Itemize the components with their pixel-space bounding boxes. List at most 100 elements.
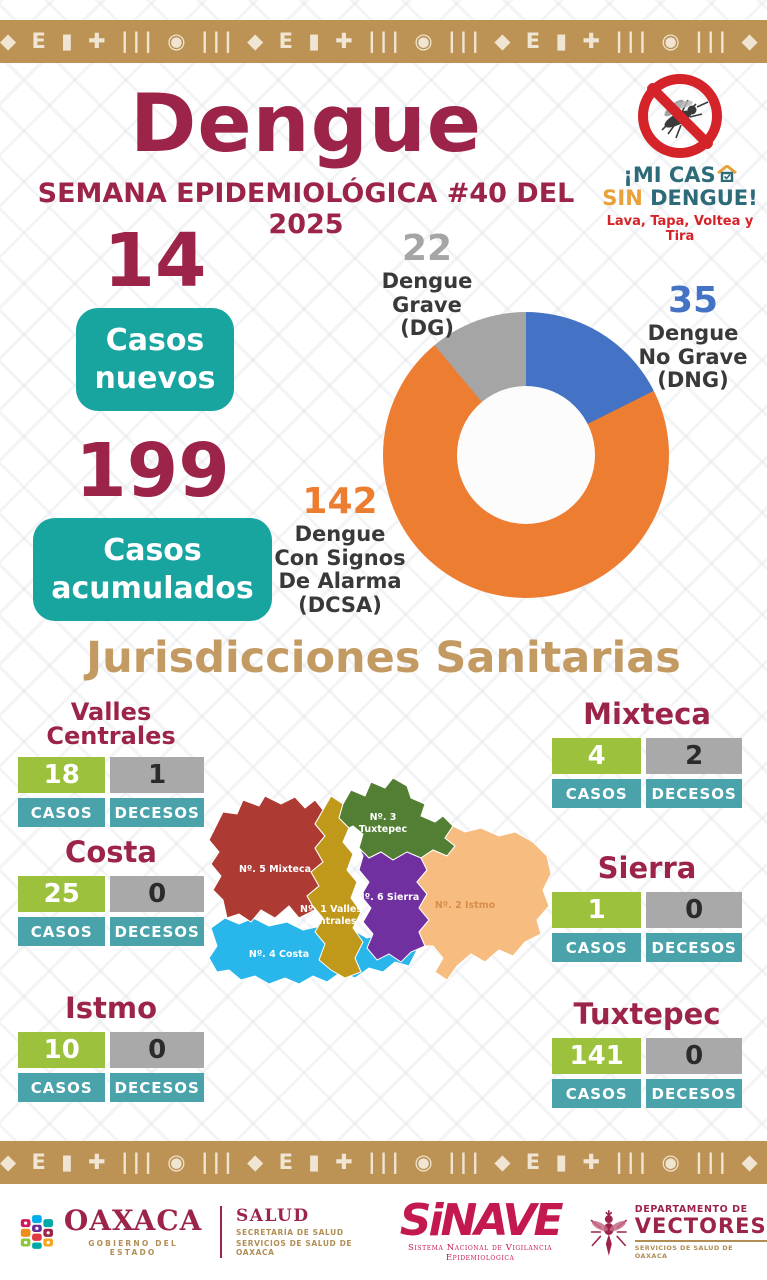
jurisdiction-name: Istmo: [64, 991, 158, 1025]
jurisdiction-name: Valles Centrales: [46, 698, 176, 750]
stat-casos-nuevos-label: Casos nuevos: [76, 308, 234, 411]
map-label-costa: Nº. 4 Costa: [248, 949, 310, 960]
dng-value: 35: [667, 280, 719, 321]
map-label-istmo: Nº. 2 Istmo: [434, 900, 496, 911]
footer-divider: [220, 1206, 223, 1258]
page-title: Dengue: [129, 77, 483, 170]
dengue-donut-chart: [383, 312, 669, 598]
map-region-valles-centrales: [306, 795, 364, 979]
brand-line2-rest: DENGUE!: [650, 186, 758, 211]
casos-value: 4: [552, 738, 642, 774]
section-title-jurisdicciones: Jurisdicciones Sanitarias: [86, 633, 681, 683]
brand-line2: SIN DENGUE!: [596, 187, 764, 210]
stat-casos-acumulados-label: Casos acumulados: [33, 518, 272, 621]
jurisdiction-table: 18 1 CASOS DECESOS: [18, 757, 204, 827]
jurisdiction-valles-centrales: Valles Centrales 18 1 CASOS DECESOS: [18, 700, 204, 827]
jurisdiction-name: Sierra: [597, 851, 697, 885]
house-icon: [716, 164, 737, 183]
decesos-label: DECESOS: [110, 917, 204, 946]
jurisdiction-table: 25 0 CASOS DECESOS: [18, 876, 204, 946]
map-region-sierra: [358, 847, 430, 963]
jurisdiction-sierra: Sierra 1 0 CASOS DECESOS: [552, 854, 742, 962]
stat-casos-nuevos: 14 Casos nuevos: [40, 224, 270, 411]
jurisdiction-table: 10 0 CASOS DECESOS: [18, 1032, 204, 1102]
jurisdiction-name: Costa: [65, 835, 157, 869]
map-label-tuxtepec: Nº. 3 Tuxtepec: [358, 812, 408, 835]
casos-value: 25: [18, 876, 106, 912]
casos-value: 1: [552, 892, 642, 928]
decesos-label: DECESOS: [646, 933, 742, 962]
casos-label: CASOS: [552, 779, 642, 808]
decesos-value: 0: [110, 876, 204, 912]
salud-line1: SECRETARÍA DE SALUD: [236, 1227, 344, 1237]
prohibition-ring: [638, 74, 722, 158]
no-mosquito-sign: [638, 74, 722, 158]
decesos-value: 0: [646, 892, 742, 928]
page-subtitle: SEMANA EPIDEMIOLÓGICA #40 DEL 2025: [37, 178, 575, 240]
decesos-value: 1: [110, 757, 204, 793]
decesos-label: DECESOS: [110, 798, 204, 827]
casos-label: CASOS: [18, 917, 106, 946]
vectores-line1: DEPARTAMENTO DE: [634, 1204, 748, 1216]
vectores-subtitle: SERVICIOS DE SALUD DE OAXACA: [634, 1243, 733, 1260]
brand-line2-accent: SIN: [602, 186, 643, 211]
decorative-border-bottom: ◆ E ▮ ✚ ||| ◉ ||| ◆ E ▮ ✚ ||| ◉ ||| ◆ E …: [0, 1141, 767, 1184]
jurisdiction-table: 1 0 CASOS DECESOS: [552, 892, 742, 962]
stat-casos-acumulados-value: 199: [75, 428, 230, 514]
sinave-logo: SiNAVE Sistema Nacional de Vigilancia Ep…: [393, 1194, 567, 1264]
oaxaca-emblem: [20, 1215, 54, 1249]
sinave-subtitle: Sistema Nacional de Vigilancia Epidemiol…: [408, 1243, 553, 1264]
dg-value: 22: [401, 228, 453, 269]
decesos-value: 2: [646, 738, 742, 774]
oaxaca-subtitle: GOBIERNO DEL ESTADO: [88, 1239, 178, 1257]
oaxaca-gobierno-logo: OAXACA GOBIERNO DEL ESTADO: [64, 1207, 203, 1258]
jurisdiction-table: 4 2 CASOS DECESOS: [552, 738, 742, 808]
dg-text: Dengue Grave (DG): [381, 269, 473, 341]
mi-casa-sin-dengue-logo: ¡MI CAS SIN DENGUE! Lava, Tapa, Voltea y…: [596, 74, 764, 244]
decesos-value: 0: [110, 1032, 204, 1068]
dng-text: Dengue No Grave (DNG): [638, 321, 748, 393]
map-region-costa: [208, 917, 418, 985]
salud-wordmark: SALUD: [236, 1206, 310, 1227]
casos-label: CASOS: [18, 798, 106, 827]
jurisdiction-tuxtepec: Tuxtepec 141 0 CASOS DECESOS: [552, 1000, 742, 1108]
decesos-value: 0: [646, 1038, 742, 1074]
header: Dengue SEMANA EPIDEMIOLÓGICA #40 DEL 202…: [0, 77, 612, 241]
brand-line1-text: ¡MI CAS: [623, 163, 716, 187]
salud-logo: SALUD SECRETARÍA DE SALUD SERVICIOS DE S…: [236, 1207, 363, 1257]
jurisdiction-istmo: Istmo 10 0 CASOS DECESOS: [18, 994, 204, 1102]
casos-value: 141: [552, 1038, 642, 1074]
oaxaca-jurisdictions-map: Nº. 5 Mixteca Nº. 3 Tuxtepec Nº. 1 Valle…: [203, 770, 560, 988]
chart-label-dengue-signos-alarma: 142 Dengue Con Signos De Alarma (DCSA): [263, 484, 417, 617]
jurisdiction-mixteca: Mixteca 4 2 CASOS DECESOS: [552, 700, 742, 808]
map-region-istmo: [416, 825, 552, 981]
chart-label-dengue-no-grave: 35 Dengue No Grave (DNG): [619, 283, 767, 393]
stat-casos-nuevos-value: 14: [103, 218, 207, 304]
decesos-label: DECESOS: [646, 1079, 742, 1108]
brand-line1: ¡MI CAS: [596, 163, 764, 187]
map-label-valles-centrales: Nº. 1 Valles Centrales: [300, 904, 362, 927]
decorative-border-top: ◆ E ▮ ✚ ||| ◉ ||| ◆ E ▮ ✚ ||| ◉ ||| ◆ E …: [0, 20, 767, 63]
casos-value: 18: [18, 757, 106, 793]
dcsa-text: Dengue Con Signos De Alarma (DCSA): [274, 522, 406, 617]
sinave-wordmark: SiNAVE: [399, 1194, 564, 1246]
jurisdiction-name: Mixteca: [583, 697, 711, 731]
dcsa-value: 142: [302, 481, 378, 522]
jurisdiction-table: 141 0 CASOS DECESOS: [552, 1038, 742, 1108]
casos-value: 10: [18, 1032, 106, 1068]
casos-label: CASOS: [18, 1073, 106, 1102]
casos-label: CASOS: [552, 933, 642, 962]
brand-tagline: Lava, Tapa, Voltea y Tira: [606, 214, 754, 245]
vectores-rule: [634, 1239, 767, 1242]
casos-label: CASOS: [552, 1079, 642, 1108]
salud-line2: SERVICIOS DE SALUD DE OAXACA: [236, 1238, 353, 1257]
stat-casos-acumulados: 199 Casos acumulados: [30, 434, 275, 621]
vectores-wordmark: VECTORES: [634, 1214, 767, 1239]
jurisdiction-costa: Costa 25 0 CASOS DECESOS: [18, 838, 204, 946]
vectores-mosquito-icon: [590, 1210, 628, 1256]
chart-label-dengue-grave: 22 Dengue Grave (DG): [352, 231, 502, 341]
vectores-logo: DEPARTAMENTO DE VECTORES SERVICIOS DE SA…: [589, 1204, 767, 1260]
decesos-label: DECESOS: [646, 779, 742, 808]
decesos-label: DECESOS: [110, 1073, 204, 1102]
